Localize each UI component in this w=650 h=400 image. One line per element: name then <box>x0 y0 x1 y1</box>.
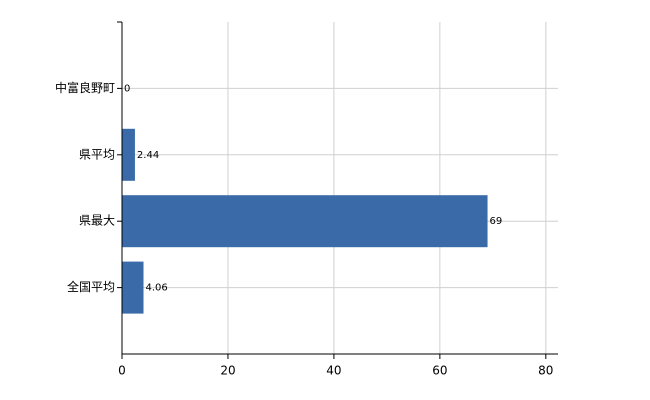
y-tick-label: 県最大 <box>79 214 115 228</box>
value-label: 2.44 <box>137 150 159 161</box>
x-tick-label: 20 <box>220 364 235 378</box>
y-tick-label: 全国平均 <box>67 279 115 294</box>
value-label: 0 <box>124 83 130 94</box>
y-tick-label: 中富良野町 <box>55 80 115 95</box>
value-label: 69 <box>490 216 503 227</box>
x-tick-label: 80 <box>538 364 553 378</box>
bar <box>122 128 135 181</box>
bar <box>122 195 488 248</box>
y-tick-label: 県平均 <box>79 147 115 161</box>
x-tick-label: 40 <box>326 364 341 378</box>
x-tick-label: 0 <box>118 364 126 378</box>
value-label: 4.06 <box>146 283 168 294</box>
x-tick-label: 60 <box>432 364 447 378</box>
bar <box>122 261 144 314</box>
